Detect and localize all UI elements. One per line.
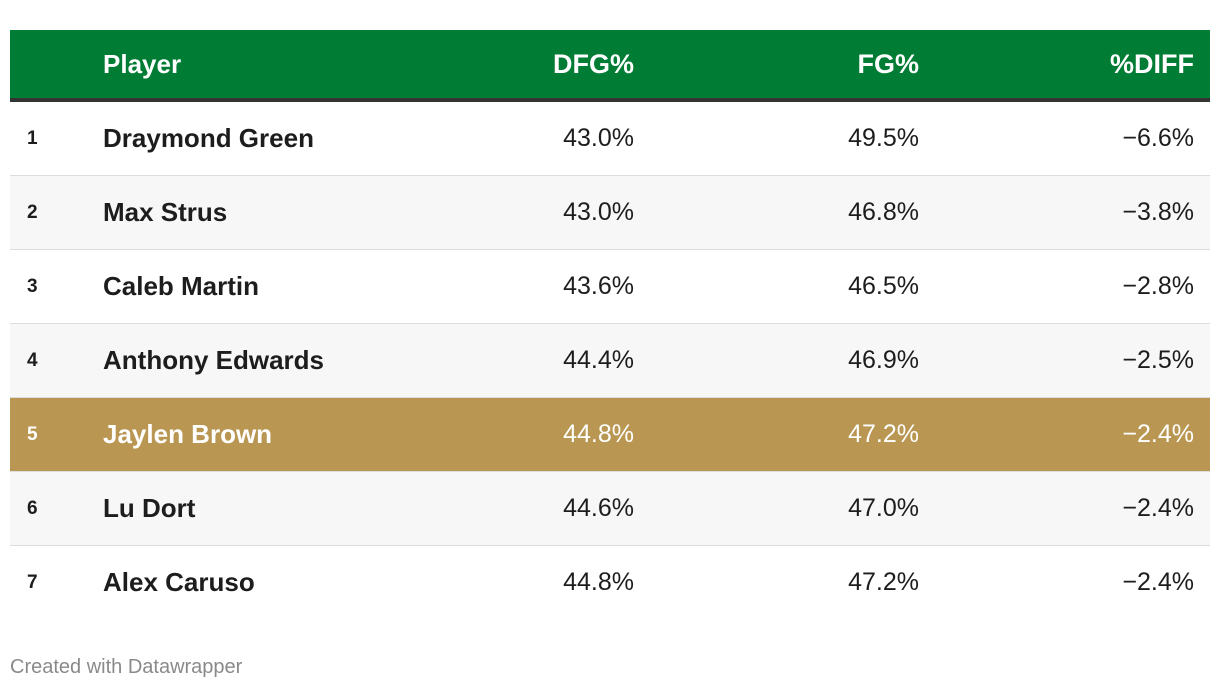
rank-cell: 4 <box>27 350 38 371</box>
table-row: 7 Alex Caruso 44.8% 47.2% −2.4% <box>10 546 1210 619</box>
header-diff[interactable]: %DIFF <box>1110 49 1194 79</box>
player-cell: Anthony Edwards <box>103 345 325 375</box>
table-body: 1 Draymond Green 43.0% 49.5% −6.6% 2 Max Strus… <box>10 102 1210 619</box>
player-cell: Caleb Martin <box>103 271 260 301</box>
diff-cell: −3.8% <box>1122 198 1194 226</box>
table-row: 2 Max Strus 43.0% 46.8% −3.8% <box>10 176 1210 250</box>
rank-cell: 5 <box>27 424 38 445</box>
fg-cell: 46.8% <box>848 198 919 226</box>
diff-cell: −2.4% <box>1122 494 1194 522</box>
rank-cell: 7 <box>27 572 38 593</box>
fg-cell: 49.5% <box>848 124 919 152</box>
dfg-cell: 44.4% <box>563 346 634 374</box>
diff-cell: −2.4% <box>1122 568 1194 596</box>
table-row-highlighted: 5 Jaylen Brown 44.8% 47.2% −2.4% <box>10 398 1210 472</box>
diff-cell: −2.8% <box>1122 272 1194 300</box>
dfg-cell: 43.0% <box>563 124 634 152</box>
table-row: 6 Lu Dort 44.6% 47.0% −2.4% <box>10 472 1210 546</box>
rank-cell: 3 <box>27 276 38 297</box>
table-header: Player DFG% FG% %DIFF <box>10 30 1210 102</box>
player-cell: Lu Dort <box>103 493 196 523</box>
stats-table: Player DFG% FG% %DIFF 1 Draymond Green 43.… <box>10 30 1210 619</box>
player-cell: Draymond Green <box>103 123 314 153</box>
datawrapper-credit[interactable]: Created with Datawrapper <box>10 656 243 678</box>
rank-cell: 6 <box>27 498 38 519</box>
dfg-cell: 43.0% <box>563 198 634 226</box>
player-cell: Alex Caruso <box>103 567 255 597</box>
table-row: 1 Draymond Green 43.0% 49.5% −6.6% <box>10 102 1210 176</box>
header-fg[interactable]: FG% <box>857 49 919 79</box>
fg-cell: 47.0% <box>848 494 919 522</box>
player-cell: Jaylen Brown <box>103 419 273 449</box>
rank-cell: 2 <box>27 202 38 223</box>
diff-cell: −6.6% <box>1122 124 1194 152</box>
dfg-cell: 43.6% <box>563 272 634 300</box>
diff-cell: −2.5% <box>1122 346 1194 374</box>
rank-cell: 1 <box>27 128 38 149</box>
player-cell: Max Strus <box>103 197 228 227</box>
dfg-cell: 44.6% <box>563 494 634 522</box>
table-row: 3 Caleb Martin 43.6% 46.5% −2.8% <box>10 250 1210 324</box>
diff-cell: −2.4% <box>1122 420 1194 448</box>
dfg-cell: 44.8% <box>563 420 634 448</box>
table-row: 4 Anthony Edwards 44.4% 46.9% −2.5% <box>10 324 1210 398</box>
fg-cell: 46.5% <box>848 272 919 300</box>
dfg-cell: 44.8% <box>563 568 634 596</box>
header-rank <box>27 30 67 98</box>
fg-cell: 46.9% <box>848 346 919 374</box>
header-dfg[interactable]: DFG% <box>553 49 634 79</box>
fg-cell: 47.2% <box>848 568 919 596</box>
fg-cell: 47.2% <box>848 420 919 448</box>
header-player[interactable]: Player <box>103 49 182 79</box>
